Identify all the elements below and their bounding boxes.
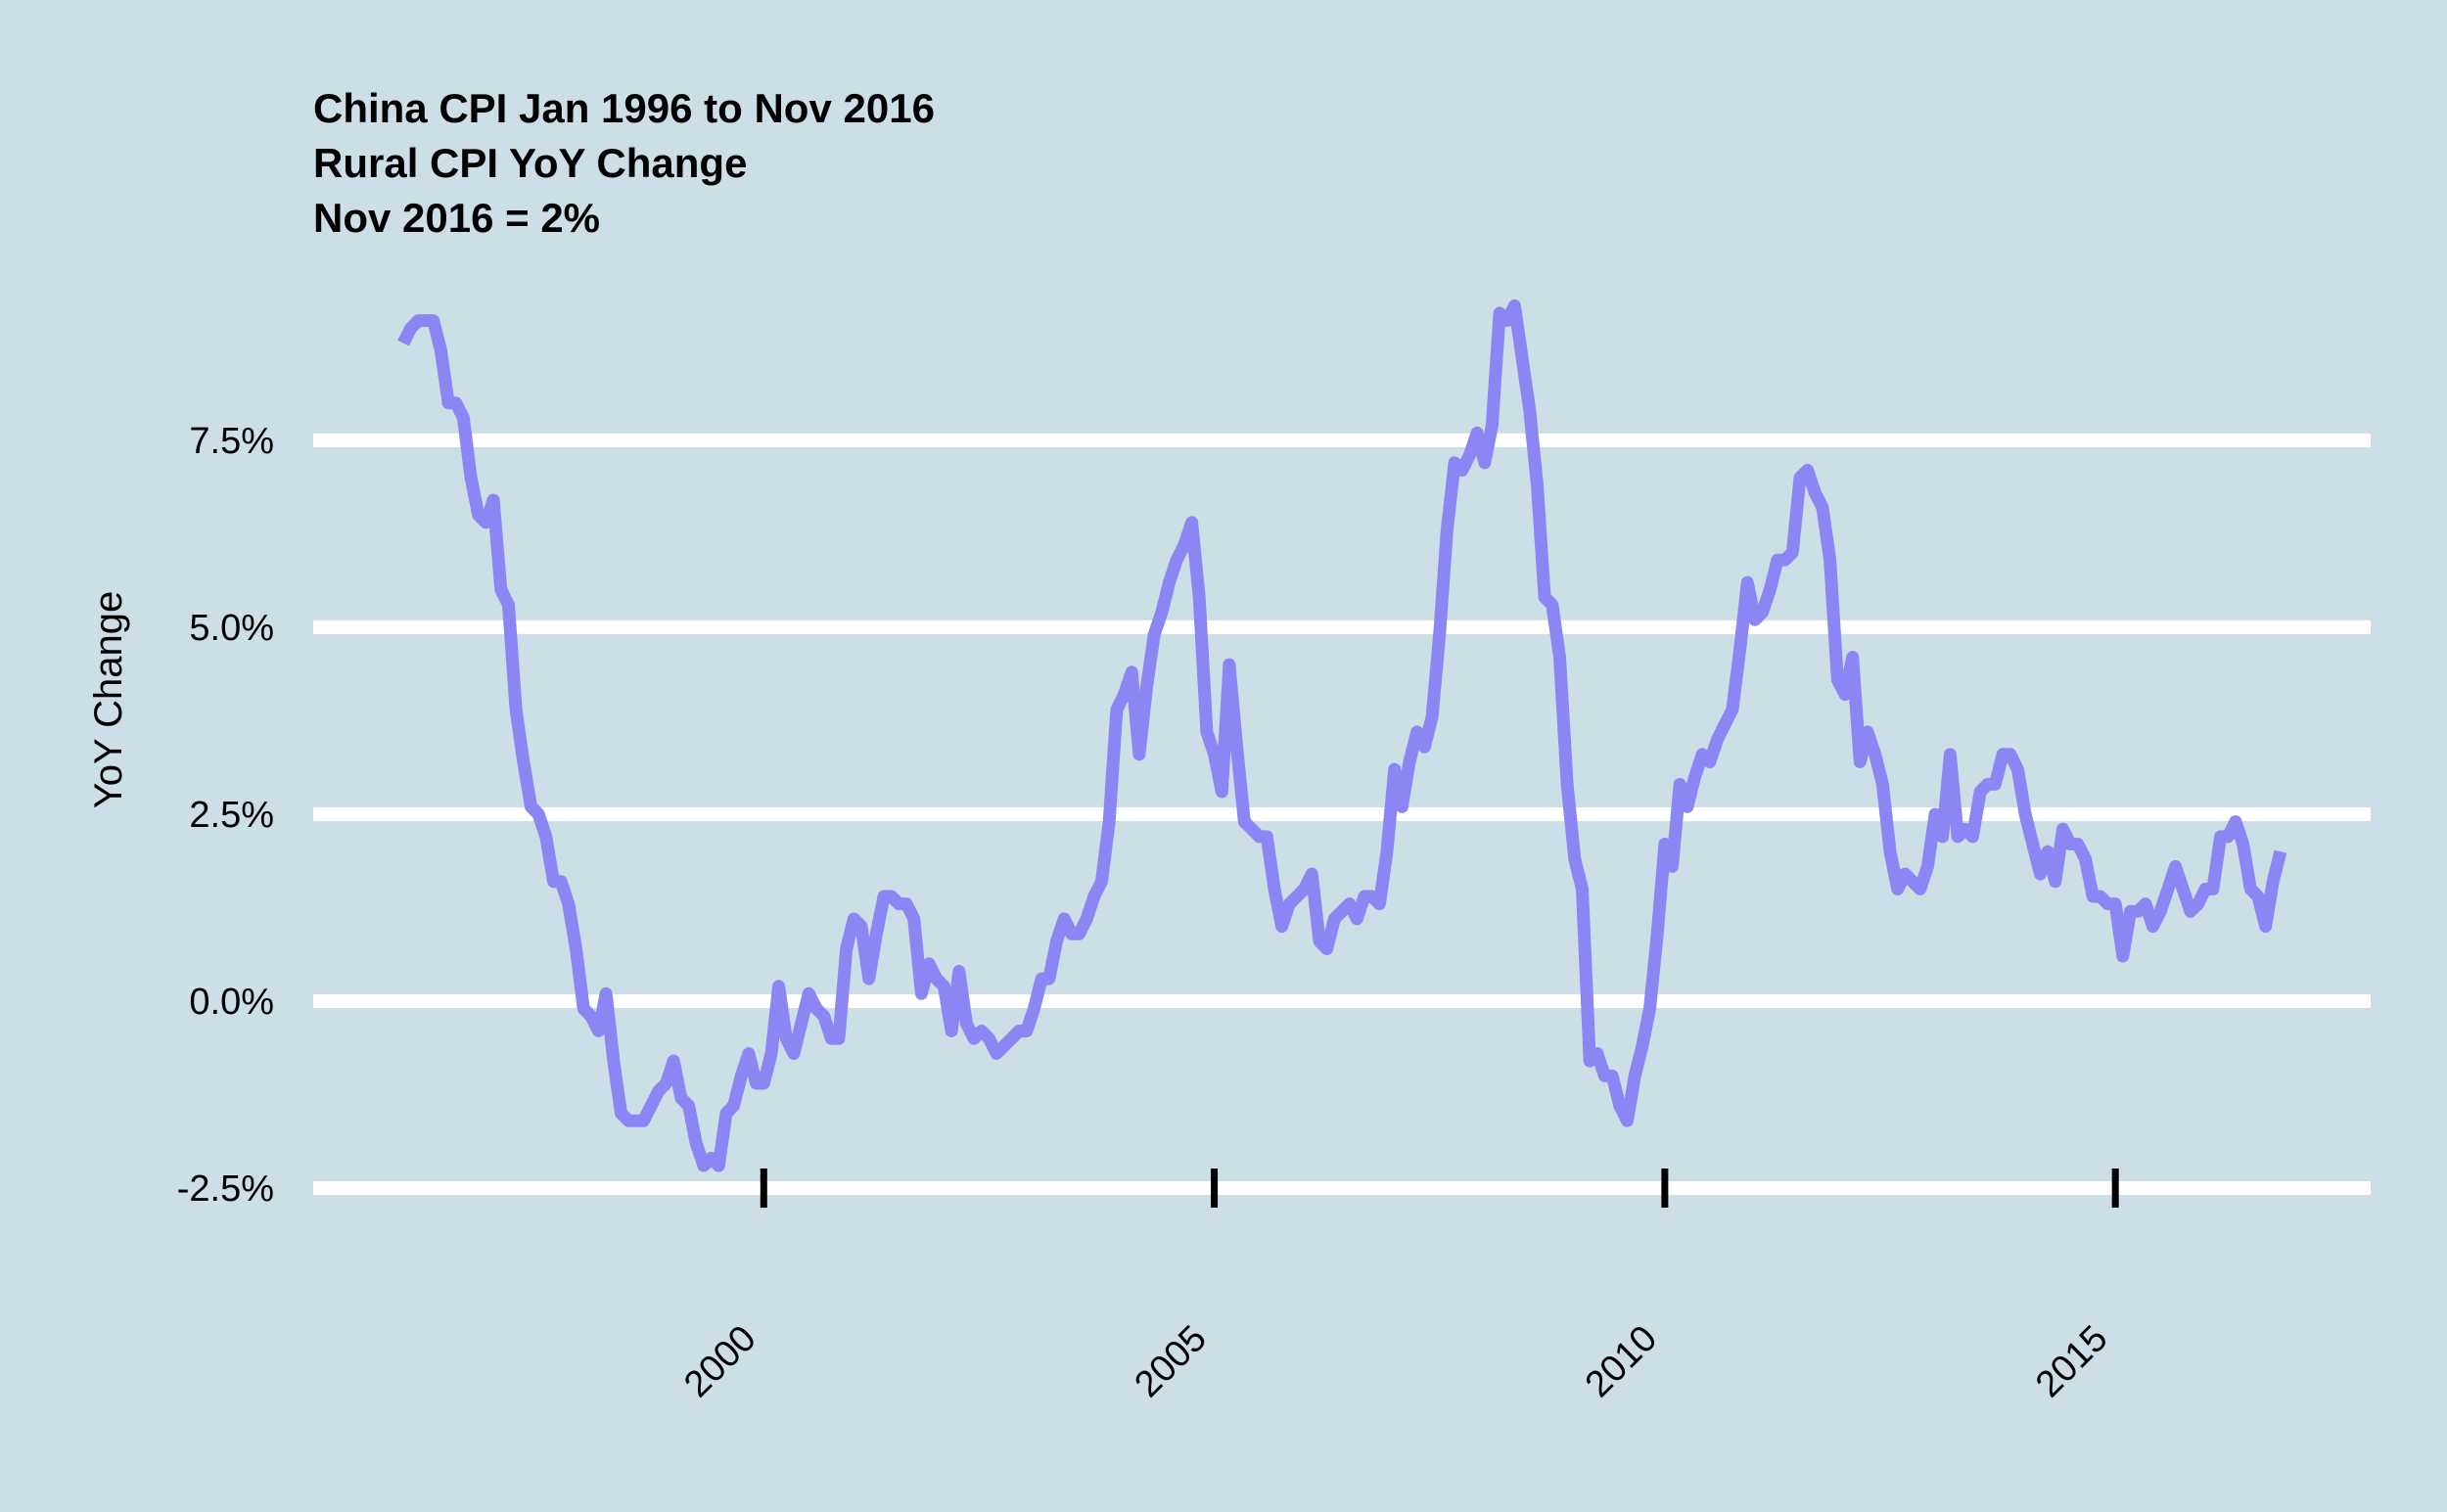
x-tick-marks [760, 1168, 2119, 1208]
y-tick-label: 0.0% [189, 982, 274, 1023]
title-line-3: Nov 2016 = 2% [313, 195, 600, 241]
chart-title: China CPI Jan 1996 to Nov 2016 Rural CPI… [313, 85, 935, 241]
y-axis-title: YoY Change [87, 591, 130, 808]
y-tick-label: 2.5% [189, 795, 274, 836]
title-line-2: Rural CPI YoY Change [313, 140, 747, 186]
y-tick-label: 7.5% [189, 421, 274, 462]
y-tick-label: 5.0% [189, 608, 274, 649]
series-line [397, 298, 2287, 1172]
y-tick-label: -2.5% [177, 1168, 274, 1210]
y-tick-labels: -2.5% 0.0% 2.5% 5.0% 7.5% [177, 421, 274, 1210]
title-line-1: China CPI Jan 1996 to Nov 2016 [313, 85, 935, 131]
